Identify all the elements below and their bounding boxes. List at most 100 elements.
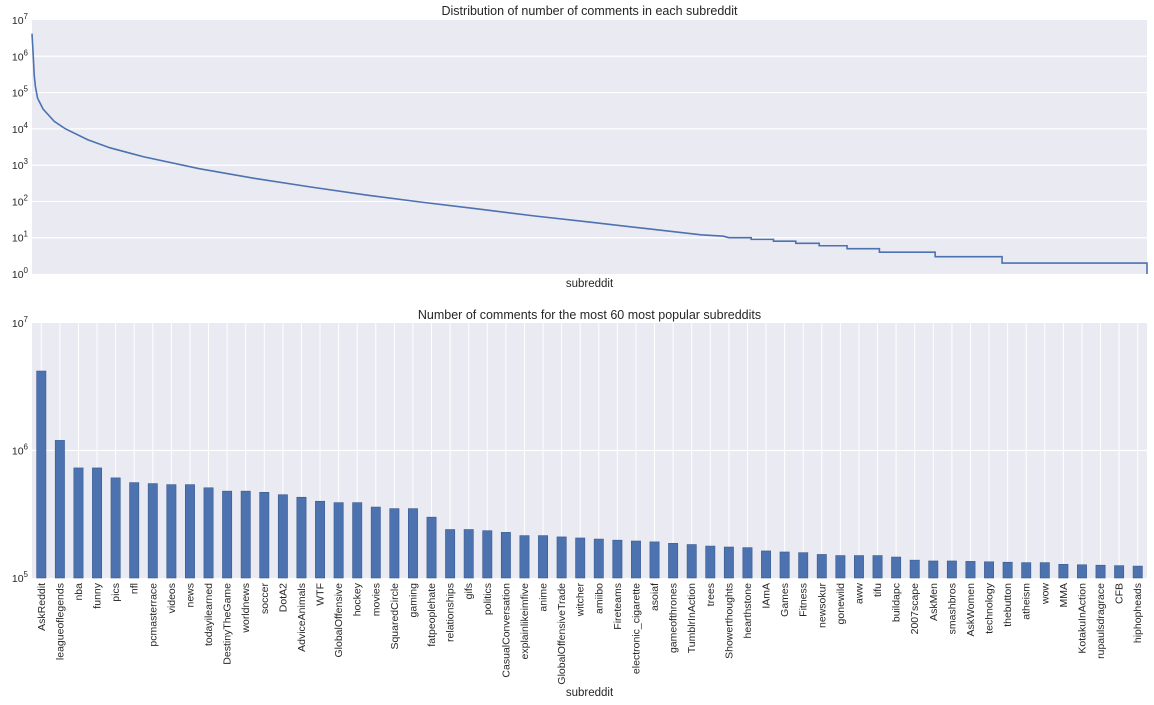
bar-MMA — [1058, 564, 1069, 579]
bar-AskMen — [928, 560, 939, 579]
bar-IAmA — [761, 550, 771, 579]
x-tick-label: hiphopheads — [1132, 583, 1144, 643]
x-tick-label: hockey — [352, 582, 364, 616]
bar-GlobalOffensiveTrade — [556, 536, 567, 579]
x-tick-label: AskMen — [928, 583, 940, 621]
bar-Games — [779, 551, 790, 579]
x-tick-label: KotakuInAction — [1076, 583, 1088, 654]
bar-relationships — [445, 529, 456, 579]
bar-smashbros — [946, 560, 957, 579]
bar-anime — [538, 535, 548, 579]
y-tick-label: 106 — [12, 443, 29, 458]
y-tick-label: 107 — [12, 12, 29, 27]
x-tick-label: gaming — [407, 583, 419, 618]
x-tick-label: trees — [705, 583, 717, 606]
bar-gameofthrones — [668, 543, 679, 579]
x-tick-label: MMA — [1058, 583, 1070, 608]
top-plot-background — [32, 20, 1147, 274]
x-tick-label: explainlikeimfive — [519, 583, 531, 660]
x-tick-label: 2007scape — [909, 583, 921, 635]
x-tick-label: Showerthoughts — [723, 583, 735, 659]
bar-todayilearned — [203, 487, 214, 579]
bottom-x-axis-label: subreddit — [566, 687, 614, 699]
bar-GlobalOffensive — [333, 502, 344, 579]
x-tick-label: relationships — [445, 583, 457, 642]
bar-videos — [166, 484, 177, 579]
x-tick-label: Games — [779, 583, 791, 617]
top-panel: 100 101 102 103 104 105 106 107 Distribution of… — [12, 4, 1148, 290]
bar-WTF — [315, 500, 325, 579]
bottom-bars — [36, 370, 1143, 579]
bar-AskWomen — [965, 561, 976, 579]
bar-KotakuInAction — [1077, 564, 1087, 579]
x-tick-label: thebutton — [1002, 583, 1014, 627]
x-tick-label: videos — [166, 583, 178, 613]
y-tick-label: 100 — [12, 266, 29, 281]
bar-nba — [73, 467, 84, 579]
x-tick-label: aww — [853, 583, 865, 604]
x-tick-label: nfl — [129, 583, 141, 594]
x-tick-label: technology — [984, 582, 996, 634]
x-tick-label: fatpeoplehate — [426, 583, 438, 647]
x-tick-label: atheism — [1021, 583, 1033, 620]
x-tick-label: DestinyTheGame — [222, 583, 234, 665]
top-y-tick-labels: 100 101 102 103 104 105 106 107 — [12, 12, 29, 281]
bar-nfl — [129, 482, 140, 579]
x-tick-label: amiibo — [593, 583, 605, 614]
bottom-chart-title: Number of comments for the most 60 most … — [418, 308, 761, 322]
bar-thebutton — [1002, 561, 1013, 579]
x-tick-label: Fitness — [798, 583, 810, 617]
bar-trees — [705, 545, 716, 579]
bar-tifu — [872, 555, 883, 579]
x-tick-label: hearthstone — [742, 583, 754, 639]
y-tick-label: 102 — [12, 193, 29, 208]
bar-electronic_cigarette — [631, 540, 641, 579]
bar-politics — [482, 530, 493, 579]
x-tick-label: GlobalOffensive — [333, 583, 345, 658]
bar-atheism — [1021, 562, 1032, 579]
x-tick-label: asoiaf — [649, 583, 661, 611]
bar-2007scape — [909, 559, 920, 579]
y-tick-label: 105 — [12, 85, 29, 100]
x-tick-label: pcmasterrace — [147, 583, 159, 647]
bottom-x-tick-labels: AskReddit leagueoflegends nba funny pics nfl p… — [36, 582, 1144, 684]
x-tick-label: WTF — [315, 583, 327, 606]
x-tick-label: DotA2 — [277, 583, 289, 612]
x-tick-label: nba — [73, 583, 85, 601]
bar-technology — [984, 561, 994, 579]
x-tick-label: tifu — [872, 583, 884, 597]
y-tick-label: 107 — [12, 315, 29, 330]
x-tick-label: wow — [1039, 583, 1051, 605]
x-tick-label: pics — [110, 583, 122, 602]
bar-soccer — [259, 492, 270, 579]
bar-fatpeoplehate — [426, 516, 437, 579]
bottom-y-tick-labels: 105 106 107 — [12, 315, 29, 585]
bar-hearthstone — [742, 547, 753, 579]
top-x-axis-label: subreddit — [566, 278, 614, 290]
x-tick-label: worldnews — [240, 583, 252, 634]
bar-Showerthoughts — [723, 546, 734, 579]
x-tick-label: SquaredCircle — [389, 583, 401, 650]
bar-DotA2 — [277, 494, 288, 579]
bar-Fireteams — [612, 539, 623, 579]
bar-CFB — [1114, 565, 1125, 579]
bar-gonewild — [835, 555, 846, 579]
x-tick-label: news — [184, 583, 196, 608]
y-tick-label: 101 — [12, 230, 29, 245]
bar-Fitness — [798, 552, 809, 579]
x-tick-label: rupaulsdragrace — [1095, 583, 1107, 659]
bar-leagueoflegends — [54, 440, 65, 579]
bar-gaming — [408, 508, 418, 579]
x-tick-label: gameofthrones — [668, 583, 680, 653]
top-chart-title: Distribution of number of comments in ea… — [442, 4, 739, 18]
x-tick-label: GlobalOffensiveTrade — [556, 583, 568, 685]
x-tick-label: anime — [538, 583, 550, 612]
bar-pics — [110, 477, 121, 579]
x-tick-label: AdviceAnimals — [296, 583, 308, 652]
bottom-panel: 105 106 107 AskReddit leagueoflegends nba fun… — [12, 308, 1147, 699]
x-tick-label: soccer — [259, 583, 271, 614]
x-tick-label: gifs — [463, 583, 475, 599]
bar-wow — [1039, 562, 1050, 579]
bar-rupaulsdragrace — [1095, 564, 1106, 579]
bar-movies — [370, 506, 381, 579]
